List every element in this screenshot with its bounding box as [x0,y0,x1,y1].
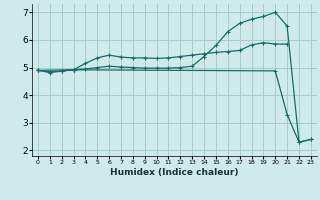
X-axis label: Humidex (Indice chaleur): Humidex (Indice chaleur) [110,168,239,177]
